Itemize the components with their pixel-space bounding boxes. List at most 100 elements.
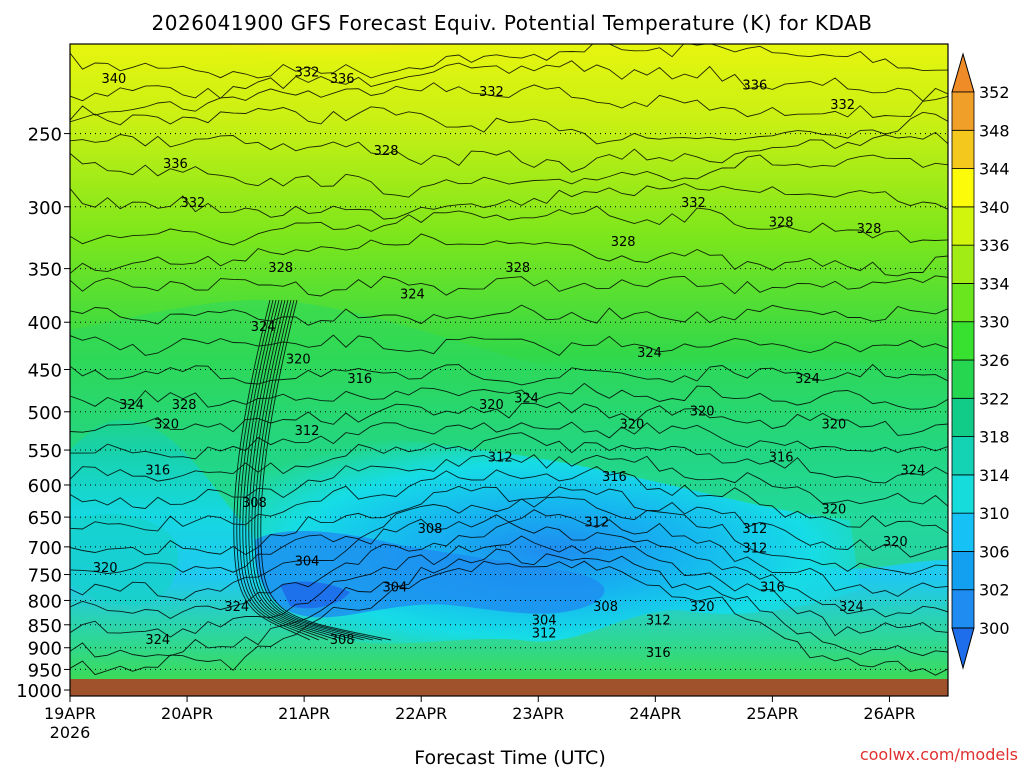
colorbar-swatch: [951, 551, 975, 591]
y-tick-label-400: 400: [28, 313, 62, 334]
contour-label: 320: [821, 502, 846, 517]
colorbar-swatch: [951, 168, 975, 208]
contour-label: 324: [514, 392, 539, 407]
contour-label: 328: [611, 235, 636, 250]
y-tick-label-350: 350: [28, 260, 62, 281]
contour-label: 336: [163, 157, 188, 172]
front-contour: [251, 299, 365, 641]
contour-line: [70, 560, 948, 676]
contour-label: 324: [400, 287, 425, 302]
deepest-core: [280, 581, 350, 609]
y-tick-label-900: 900: [28, 639, 62, 660]
colorbar-label-322: 322: [979, 389, 1010, 408]
contour-line: [70, 521, 948, 620]
y-tick-label-850: 850: [28, 616, 62, 637]
x-tick-label-26APR: 26APR: [863, 704, 915, 723]
contour-label: 324: [637, 346, 662, 361]
colorbar-label-348: 348: [979, 121, 1010, 140]
front-contour: [236, 299, 320, 641]
contour-label: 308: [418, 522, 443, 537]
colorbar: 300 302 306 310 314 318 322 326 330 334 336 340 344 3…: [951, 52, 1010, 670]
colorbar-label-326: 326: [979, 351, 1010, 370]
colorbar-label-314: 314: [979, 466, 1010, 485]
y-tick-label-700: 700: [28, 538, 62, 559]
contour-line: [70, 454, 948, 509]
y-tick-label-950: 950: [28, 660, 62, 681]
contour-line: [70, 60, 948, 102]
front-contour: [254, 299, 374, 641]
colorbar-label-352: 352: [979, 83, 1010, 102]
contour-label: 320: [821, 418, 846, 433]
colorbar-label-336: 336: [979, 236, 1010, 255]
contour-label: 316: [347, 372, 372, 387]
y-tick-label-550: 550: [28, 441, 62, 462]
y-tick-label-800: 800: [28, 591, 62, 612]
contour-label: 304: [532, 613, 557, 628]
contour-label: 312: [488, 450, 513, 465]
y-tick-label-650: 650: [28, 508, 62, 529]
x-axis: 19APR 20APR 21APR 22APR 23APR 24APR 25APR 26APR: [44, 696, 916, 723]
contour-line: [70, 496, 948, 575]
colorbar-label-302: 302: [979, 581, 1010, 600]
contour-label: 336: [330, 72, 355, 87]
warm-top-region: [180, 44, 480, 84]
contour-lines: [70, 44, 948, 676]
contour-line: [70, 131, 948, 173]
colorbar-label-344: 344: [979, 160, 1010, 179]
contour-label: 328: [857, 222, 882, 237]
contour-label: 320: [620, 418, 645, 433]
y-axis: 2503003504004505005506006507007508008509…: [16, 125, 70, 702]
contour-label: 328: [505, 261, 530, 276]
contour-line: [70, 233, 948, 277]
contour-label: 312: [295, 424, 320, 439]
colorbar-swatch: [951, 283, 975, 323]
contour-line: [70, 421, 948, 460]
x-tick-label-20APR: 20APR: [161, 704, 213, 723]
colorbar-swatch: [951, 321, 975, 361]
contour-label: 316: [760, 581, 785, 596]
contour-label: 320: [286, 352, 311, 367]
y-tick-label-1000: 1000: [16, 681, 62, 702]
contour-label: 320: [883, 535, 908, 550]
contour-line: [70, 382, 948, 410]
colorbar-swatch: [951, 512, 975, 552]
contour-label: 316: [646, 646, 671, 661]
colorbar-label-330: 330: [979, 313, 1010, 332]
chart-title: 2026041900 GFS Forecast Equiv. Potential…: [152, 11, 873, 35]
x-tick-label-19APR: 19APR: [44, 704, 96, 723]
contour-line: [70, 82, 948, 121]
y-tick-label-300: 300: [28, 198, 62, 219]
front-contour: [245, 299, 347, 641]
colorbar-swatch: [951, 359, 975, 399]
contour-label: 316: [769, 450, 794, 465]
y-tick-label-250: 250: [28, 125, 62, 146]
x-axis-year-label: 2026: [50, 723, 91, 742]
contour-label: 312: [532, 626, 557, 641]
x-tick-label-21APR: 21APR: [278, 704, 330, 723]
contour-line: [70, 401, 948, 436]
contour-line: [70, 485, 948, 558]
x-tick-label-24APR: 24APR: [629, 704, 681, 723]
contour-label: 312: [584, 515, 609, 530]
contour-label: 328: [374, 144, 399, 159]
colorbar-label-318: 318: [979, 428, 1010, 447]
contour-label: 328: [268, 261, 293, 276]
colorbar-label-334: 334: [979, 274, 1010, 293]
contour-label: 312: [646, 613, 671, 628]
plot-area: 340 332 336 332 336 332 328 336 332 332 328 328 328 3…: [70, 44, 948, 696]
contour-line: [70, 548, 948, 658]
left-cold-pocket: [70, 514, 179, 606]
contour-line: [70, 535, 948, 638]
colorbar-swatch: [951, 397, 975, 437]
contour-line: [70, 363, 948, 386]
contour-label: 324: [795, 372, 820, 387]
contour-label: 328: [172, 398, 197, 413]
contour-label: 320: [690, 405, 715, 420]
colorbar-swatch: [951, 474, 975, 514]
colorbar-swatch: [951, 129, 975, 169]
contour-label: 316: [602, 470, 627, 485]
front-contour: [257, 299, 383, 641]
contour-label: 332: [181, 196, 206, 211]
front-contour: [239, 299, 329, 641]
